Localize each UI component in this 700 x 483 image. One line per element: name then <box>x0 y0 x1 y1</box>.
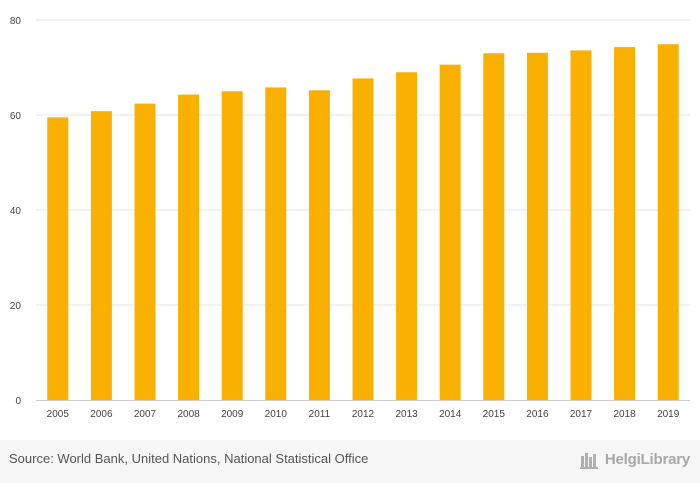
chart-footer: Source: World Bank, United Nations, Nati… <box>0 440 700 483</box>
bar-2019 <box>657 44 679 400</box>
y-axis-tick-labels: 0 20 40 60 80 <box>10 16 22 407</box>
bar-2005 <box>47 117 69 400</box>
x-tick-label: 2019 <box>657 409 680 420</box>
y-tick-label: 20 <box>10 301 22 312</box>
x-tick-label: 2008 <box>177 409 200 420</box>
x-tick-label: 2011 <box>309 409 331 420</box>
y-tick-label: 80 <box>10 16 22 27</box>
x-tick-label: 2010 <box>265 409 288 420</box>
x-tick-label: 2012 <box>352 409 375 420</box>
bar-2007 <box>134 103 156 400</box>
x-tick-label: 2014 <box>439 409 462 420</box>
bar-2016 <box>526 52 548 401</box>
y-tick-label: 0 <box>15 396 21 407</box>
bars <box>47 44 679 401</box>
x-tick-label: 2016 <box>526 409 549 420</box>
x-tick-label: 2006 <box>90 409 113 420</box>
x-tick-label: 2007 <box>134 409 157 420</box>
bar-2017 <box>570 50 592 401</box>
bar-2006 <box>90 111 112 400</box>
x-tick-label: 2013 <box>395 409 418 420</box>
y-tick-label: 40 <box>10 206 22 217</box>
x-tick-label: 2009 <box>221 409 244 420</box>
x-tick-label: 2005 <box>47 409 70 420</box>
bar-2015 <box>483 53 505 400</box>
x-tick-label: 2015 <box>483 409 506 420</box>
bar-2010 <box>265 87 287 400</box>
x-tick-label: 2018 <box>613 409 636 420</box>
source-note: Source: World Bank, United Nations, Nati… <box>9 451 369 466</box>
bar-2011 <box>308 90 330 401</box>
x-tick-label: 2017 <box>570 409 593 420</box>
bar-2008 <box>178 94 200 400</box>
bar-2014 <box>439 64 461 401</box>
bar-2013 <box>396 72 418 400</box>
x-axis-tick-labels: 2005 2006 2007 2008 2009 2010 2011 2012 2013 2014… <box>47 409 680 420</box>
bar-2018 <box>614 47 636 400</box>
bar-2009 <box>221 91 243 400</box>
helgi-library-logo: HelgiLibrary <box>579 448 690 470</box>
y-tick-label: 60 <box>10 111 22 122</box>
logo-text: HelgiLibrary <box>604 450 690 468</box>
helgi-library-logo-icon <box>579 453 598 469</box>
bar-2012 <box>352 78 374 401</box>
